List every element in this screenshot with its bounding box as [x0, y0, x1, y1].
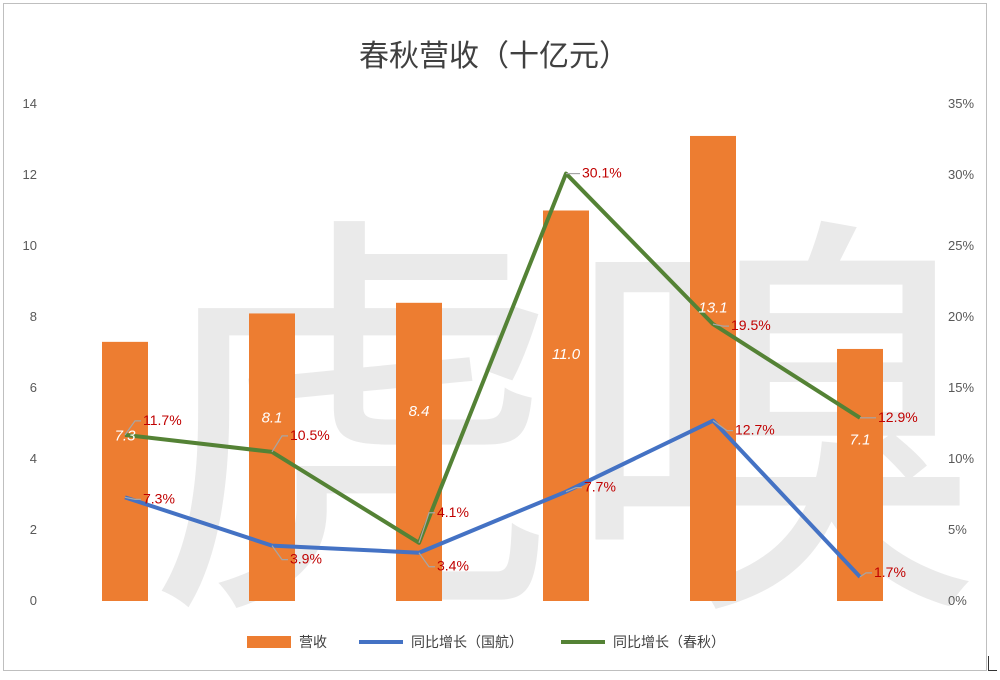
left-axis-tick-label: 4	[30, 451, 37, 466]
line-data-label: 19.5%	[731, 317, 771, 333]
resize-handle[interactable]	[988, 656, 997, 671]
leader-line	[271, 545, 288, 561]
legend-label: 同比增长（春秋）	[613, 635, 725, 651]
bar-data-label: 11.0	[552, 346, 581, 363]
line-data-label: 11.7%	[143, 412, 182, 428]
legend-label: 营收	[299, 635, 327, 651]
left-axis-tick-label: 12	[23, 167, 37, 182]
line-data-label: 12.9%	[878, 409, 918, 425]
line-series	[124, 171, 862, 579]
bar-data-label: 8.1	[262, 410, 283, 427]
leader-line	[712, 420, 733, 432]
right-axis: 0% 5% 10% 15% 20% 25% 30% 35%	[948, 96, 974, 608]
bar	[543, 210, 589, 601]
chart-frame: 虎嗅 春秋营收（十亿元） 0 2 4 6 8 10 12 14 0% 5% 10% 15% 20% 25…	[3, 3, 987, 672]
leader-line	[565, 487, 582, 493]
line-data-label: 7.7%	[584, 479, 616, 495]
leader-line	[418, 552, 435, 568]
left-axis: 0 2 4 6 8 10 12 14	[23, 96, 37, 608]
line-series-chunqiu	[124, 171, 862, 545]
right-axis-tick-label: 10%	[948, 451, 974, 466]
bar	[396, 302, 442, 601]
legend-swatch-bar	[247, 636, 291, 648]
left-axis-tick-label: 8	[30, 309, 37, 324]
legend: 营收 同比增长（国航） 同比增长（春秋）	[247, 635, 725, 651]
left-axis-tick-label: 10	[23, 238, 37, 253]
right-axis-tick-label: 35%	[948, 96, 974, 111]
leader-line	[271, 435, 288, 453]
leader-line	[712, 323, 729, 327]
right-axis-tick-label: 15%	[948, 380, 974, 395]
bar-series	[102, 135, 883, 601]
right-axis-tick-label: 25%	[948, 238, 974, 253]
line-data-label: 12.7%	[735, 422, 775, 438]
left-axis-tick-label: 0	[30, 593, 37, 608]
left-axis-tick-label: 2	[30, 522, 37, 537]
bar-data-label: 13.1	[698, 300, 727, 317]
left-axis-tick-label: 14	[23, 96, 37, 111]
data-labels: 7.3 8.1 8.4 11.0 13.1 7.1 7.3% 3.9% 3.4% 7.7% 12.7…	[115, 165, 918, 580]
line-data-label: 7.3%	[143, 490, 175, 506]
right-axis-tick-label: 20%	[948, 309, 974, 324]
line-data-label: 3.4%	[437, 558, 469, 574]
leader-line	[418, 512, 435, 543]
left-axis-tick-label: 6	[30, 380, 37, 395]
right-axis-tick-label: 5%	[948, 522, 967, 537]
leader-line	[124, 420, 141, 436]
line-data-label: 30.1%	[582, 165, 622, 181]
right-axis-tick-label: 0%	[948, 593, 967, 608]
line-data-label: 10.5%	[290, 427, 330, 443]
leader-line	[124, 496, 141, 500]
bar-data-label: 8.4	[409, 403, 430, 420]
line-series-guohang	[124, 418, 862, 579]
line-data-label: 1.7%	[874, 564, 906, 580]
bar	[102, 341, 148, 601]
bar	[690, 135, 736, 601]
bar-data-label: 7.3	[115, 427, 137, 444]
chart-title: 春秋营收（十亿元）	[359, 39, 629, 74]
line-data-label: 4.1%	[437, 504, 469, 520]
bar-data-label: 7.1	[850, 432, 871, 449]
line-data-label: 3.9%	[290, 551, 322, 567]
bar	[249, 313, 295, 601]
legend-label: 同比增长（国航）	[411, 635, 523, 651]
leader-line	[859, 572, 872, 578]
right-axis-tick-label: 30%	[948, 167, 974, 182]
